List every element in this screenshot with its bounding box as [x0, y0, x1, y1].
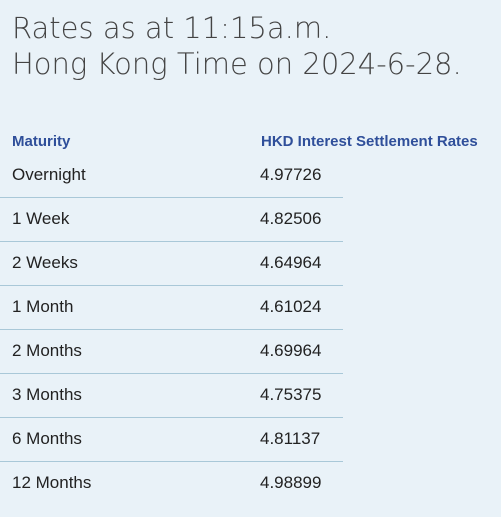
row-divider [0, 461, 343, 462]
rates-table-body: Overnight 4.97726 1 Week 4.82506 2 Weeks… [0, 154, 501, 506]
table-row: 2 Months 4.69964 [0, 330, 501, 374]
rate-cell: 4.69964 [260, 341, 322, 360]
row-divider [0, 241, 343, 242]
rate-cell: 4.64964 [260, 253, 322, 272]
page-title: Rates as at 11:15a.m. Hong Kong Time on … [12, 10, 492, 82]
table-row: 12 Months 4.98899 [0, 462, 501, 506]
rate-cell: 4.82506 [260, 209, 322, 228]
column-header-maturity: Maturity [12, 133, 71, 150]
maturity-cell: 6 Months [12, 429, 82, 448]
rate-cell: 4.98899 [260, 473, 322, 492]
maturity-cell: 2 Weeks [12, 253, 78, 272]
maturity-cell: Overnight [12, 165, 86, 184]
maturity-cell: 2 Months [12, 341, 82, 360]
row-divider [0, 329, 343, 330]
table-header: Maturity HKD Interest Settlement Rates [0, 133, 501, 153]
maturity-cell: 1 Month [12, 297, 74, 316]
rate-cell: 4.75375 [260, 385, 322, 404]
page-title-line-2: Hong Kong Time on 2024-6-28. [12, 47, 462, 81]
table-row: Overnight 4.97726 [0, 154, 501, 198]
maturity-cell: 1 Week [12, 209, 70, 228]
row-divider [0, 373, 343, 374]
maturity-cell: 3 Months [12, 385, 82, 404]
table-row: 3 Months 4.75375 [0, 374, 501, 418]
table-row: 1 Week 4.82506 [0, 198, 501, 242]
table-row: 6 Months 4.81137 [0, 418, 501, 462]
row-divider [0, 417, 343, 418]
rate-cell: 4.61024 [260, 297, 322, 316]
maturity-cell: 12 Months [12, 473, 92, 492]
row-divider [0, 197, 343, 198]
column-header-rate: HKD Interest Settlement Rates [261, 133, 478, 150]
table-row: 2 Weeks 4.64964 [0, 242, 501, 286]
page-title-line-1: Rates as at 11:15a.m. [12, 11, 332, 45]
table-row: 1 Month 4.61024 [0, 286, 501, 330]
rate-cell: 4.97726 [260, 165, 322, 184]
row-divider [0, 285, 343, 286]
rate-cell: 4.81137 [260, 429, 321, 448]
